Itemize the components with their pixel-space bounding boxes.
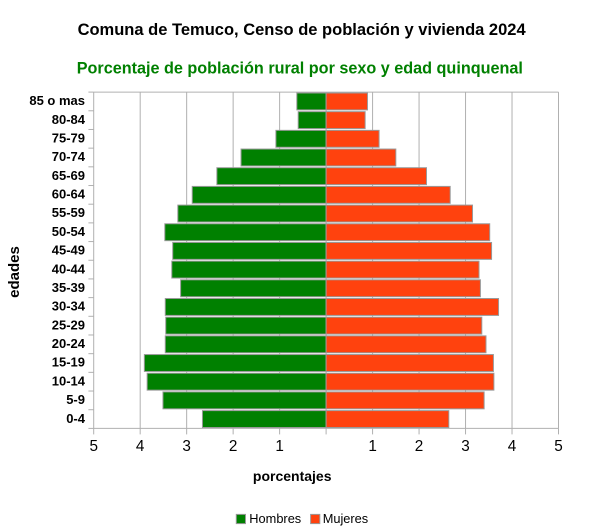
svg-text:65-69: 65-69	[52, 168, 85, 183]
svg-text:1: 1	[368, 438, 377, 455]
svg-text:25-29: 25-29	[52, 317, 85, 332]
svg-text:5-9: 5-9	[66, 392, 85, 407]
svg-text:5: 5	[554, 438, 563, 455]
svg-text:porcentajes: porcentajes	[253, 468, 332, 484]
svg-text:5: 5	[89, 438, 98, 455]
svg-text:0-4: 0-4	[66, 411, 86, 426]
svg-text:50-54: 50-54	[52, 224, 86, 239]
svg-text:55-59: 55-59	[52, 205, 85, 220]
svg-text:1: 1	[275, 438, 284, 455]
svg-text:Comuna de Temuco, Censo de pob: Comuna de Temuco, Censo de población y v…	[78, 21, 527, 39]
svg-text:45-49: 45-49	[52, 243, 85, 258]
svg-text:70-74: 70-74	[52, 149, 86, 164]
svg-text:60-64: 60-64	[52, 187, 86, 202]
svg-text:3: 3	[182, 438, 191, 455]
svg-text:85 o mas: 85 o mas	[29, 93, 85, 108]
svg-text:30-34: 30-34	[52, 299, 86, 314]
svg-text:2: 2	[229, 438, 238, 455]
svg-text:3: 3	[461, 438, 470, 455]
svg-text:80-84: 80-84	[52, 112, 86, 127]
svg-text:20-24: 20-24	[52, 336, 86, 351]
svg-text:2: 2	[415, 438, 424, 455]
svg-text:10-14: 10-14	[52, 373, 86, 388]
svg-text:40-44: 40-44	[52, 261, 86, 276]
svg-text:4: 4	[136, 438, 145, 455]
svg-text:35-39: 35-39	[52, 280, 85, 295]
svg-text:4: 4	[508, 438, 517, 455]
svg-text:15-19: 15-19	[52, 355, 85, 370]
svg-text:Hombres: Hombres	[249, 511, 301, 526]
svg-text:75-79: 75-79	[52, 131, 85, 146]
svg-text:Mujeres: Mujeres	[323, 511, 369, 526]
svg-text:edades: edades	[6, 246, 23, 298]
svg-text:Porcentaje de población rural: Porcentaje de población rural por sexo y…	[77, 59, 523, 77]
